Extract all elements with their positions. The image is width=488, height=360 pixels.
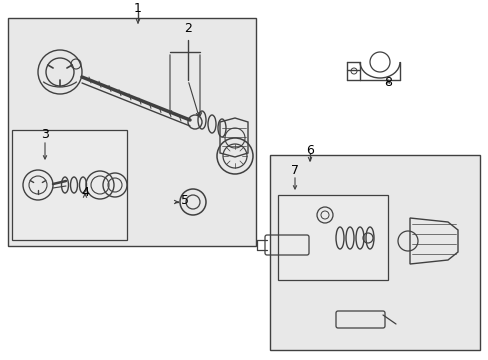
Text: 7: 7 xyxy=(290,163,298,176)
Text: 1: 1 xyxy=(134,1,142,14)
Text: 2: 2 xyxy=(183,22,192,35)
Text: 5: 5 xyxy=(181,194,189,207)
Text: 4: 4 xyxy=(81,185,89,198)
Text: 6: 6 xyxy=(305,144,313,157)
Text: 8: 8 xyxy=(383,76,391,89)
Bar xyxy=(8,18,256,246)
Text: 3: 3 xyxy=(41,129,49,141)
Bar xyxy=(269,155,479,350)
Bar xyxy=(12,130,127,240)
Bar xyxy=(278,195,387,280)
